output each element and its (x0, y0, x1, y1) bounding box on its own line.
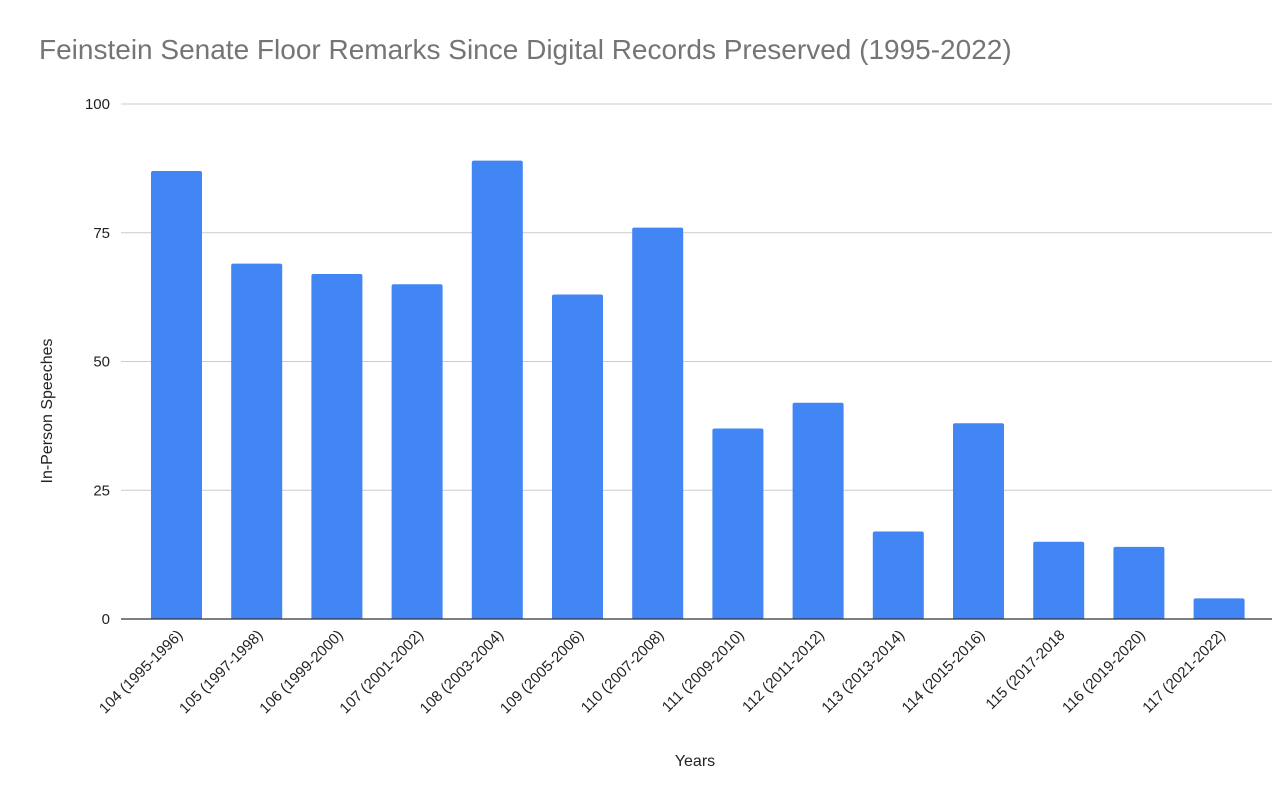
x-tick-label: 104 (1995-1996) (96, 627, 186, 717)
x-tick-label: 114 (2015-2016) (899, 627, 989, 717)
x-tick-label: 109 (2005-2006) (497, 627, 587, 717)
x-tick-label: 105 (1997-1998) (176, 627, 266, 717)
y-tick-label: 25 (93, 482, 110, 499)
bars (151, 160, 1245, 619)
bar (1113, 546, 1165, 619)
y-tick-label: 50 (93, 354, 110, 371)
x-tick-label: 117 (2021-2022) (1139, 627, 1229, 717)
x-axis-title: Years (675, 753, 715, 770)
bar (632, 227, 684, 619)
x-tick-label: 113 (2013-2014) (818, 627, 908, 717)
bar (1033, 541, 1085, 619)
bar (953, 423, 1004, 619)
y-tick-label: 75 (93, 225, 110, 242)
chart-title: Feinstein Senate Floor Remarks Since Dig… (39, 34, 1012, 65)
x-tick-label: 116 (2019-2020) (1059, 627, 1149, 717)
y-axis-title: In-Person Speeches (39, 339, 56, 484)
gridlines (121, 103, 1272, 491)
x-axis-ticks: 104 (1995-1996)105 (1997-1998)106 (1999-… (96, 627, 1229, 717)
y-tick-label: 100 (85, 96, 110, 113)
bar (712, 428, 764, 619)
bar (231, 263, 283, 619)
bar (792, 402, 844, 619)
bar (311, 273, 363, 619)
x-tick-label: 106 (1999-2000) (256, 627, 346, 717)
y-axis-ticks: 0 25 50 75 100 (85, 96, 110, 628)
x-tick-label: 107 (2001-2002) (336, 627, 426, 717)
x-tick-label: 110 (2007-2008) (578, 627, 668, 717)
x-tick-label: 111 (2009-2010) (659, 627, 748, 716)
y-tick-label: 0 (102, 611, 110, 628)
x-tick-label: 112 (2011-2012) (739, 627, 828, 716)
bar (151, 170, 202, 619)
bar (471, 160, 523, 619)
bar (1193, 598, 1245, 619)
x-tick-label: 115 (2017-2018 (982, 627, 1068, 713)
bar (872, 531, 924, 619)
bar (391, 284, 443, 619)
bar (552, 294, 603, 619)
x-tick-label: 108 (2003-2004) (417, 627, 507, 717)
